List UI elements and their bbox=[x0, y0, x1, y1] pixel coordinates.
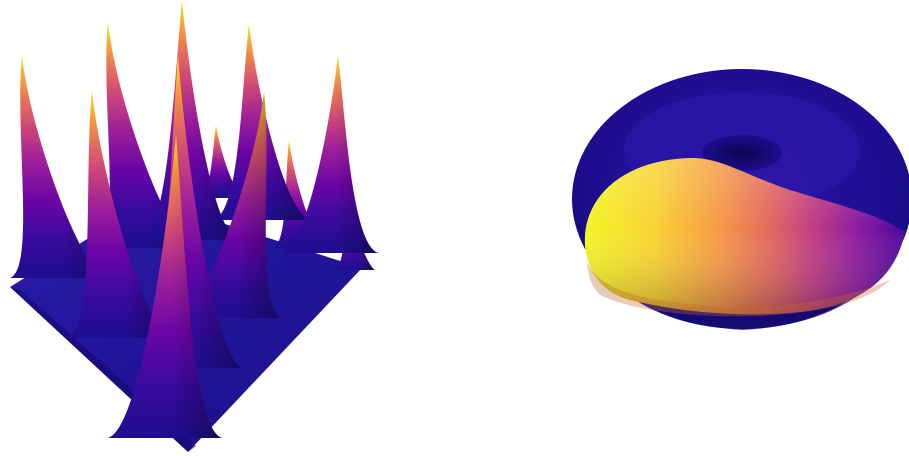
surface-peak-shade bbox=[281, 55, 379, 253]
torus-hot-lobe-band bbox=[587, 262, 890, 317]
surface-peak-shade bbox=[107, 135, 223, 438]
peaked-surface-plot bbox=[9, 0, 379, 452]
surface-peak-shade bbox=[96, 22, 194, 248]
surface-peak-shade bbox=[273, 140, 327, 248]
surface-peak-shade bbox=[177, 92, 283, 318]
surface-peak-shade bbox=[200, 125, 244, 198]
surface-peak-shade bbox=[67, 90, 173, 338]
torus-hot-lobe-shading bbox=[584, 157, 905, 315]
surface-peak-shade bbox=[141, 0, 239, 240]
torus-hole bbox=[702, 135, 782, 171]
torus-plot bbox=[572, 69, 909, 330]
surface-peak-shade bbox=[9, 55, 107, 278]
